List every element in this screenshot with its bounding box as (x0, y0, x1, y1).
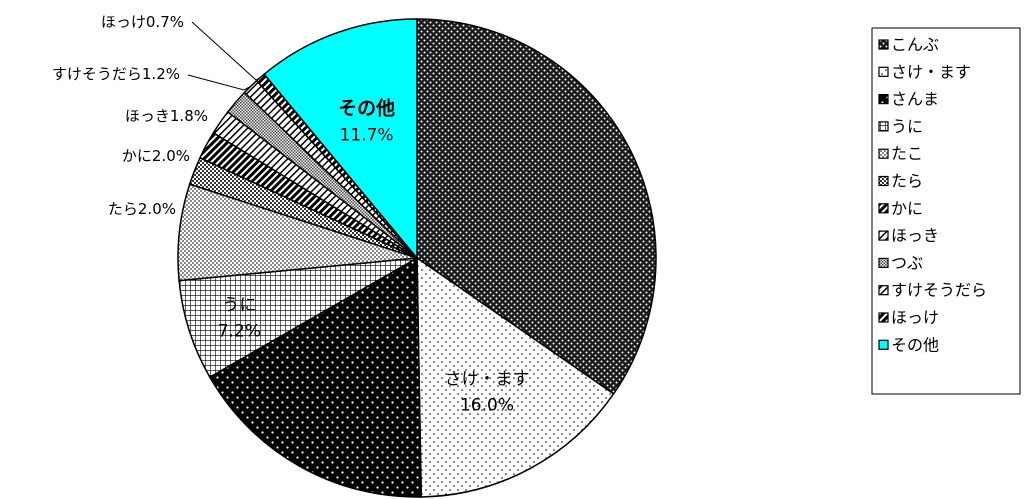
legend-swatch-うに (878, 121, 889, 132)
leader-lines (187, 21, 261, 91)
legend-swatch-つぶ (878, 257, 889, 268)
legend-label-その他: その他 (891, 335, 939, 354)
slice-label-かに: かに2.0% (122, 147, 190, 165)
slice-label-たら: たら2.0% (108, 200, 176, 218)
legend-swatch-その他 (878, 339, 889, 350)
legend-swatch-すけそうだら (878, 285, 889, 296)
pie-slice-こんぶ (416, 18, 657, 395)
legend-swatch-たら (878, 175, 889, 187)
legend-label-こんぶ: こんぶ (891, 35, 939, 54)
leader-line-すけそうだら (187, 74, 251, 91)
pie-slice-さんま (208, 256, 423, 498)
legend-label-うに: うに (891, 117, 923, 136)
legend-swatch-ほっけ (878, 312, 889, 323)
legend-swatch-ほっき (878, 230, 889, 241)
legend-label-さんま: さんま (891, 90, 939, 109)
legend-swatch-こんぶ (878, 39, 889, 50)
slice-label-その他: その他 (338, 97, 395, 120)
pie-slice-さけ・ます (416, 256, 615, 498)
slice-pct-さけ・ます: 16.0% (460, 396, 514, 416)
slice-pct-その他: 11.7% (340, 126, 394, 146)
legend-label-ほっき: ほっき (891, 226, 939, 245)
legend-label-すけそうだら: すけそうだら (891, 281, 987, 300)
legend-label-さけ・ます: さけ・ます (891, 62, 971, 81)
slice-label-うに: うに (222, 296, 256, 316)
slice-labels: さけ・ます 16.0% うに 7.2% たら2.0% かに2.0% ほっき1.8% すけそうだ… (52, 13, 530, 416)
legend-box (871, 27, 1021, 395)
legend-swatch-たこ (878, 148, 889, 159)
leader-line-ほっけ (191, 21, 261, 81)
legend-label-たこ: たこ (891, 144, 923, 163)
legend-swatch-さんま (878, 93, 889, 105)
slice-label-すけそうだら: すけそうだら1.2% (52, 65, 180, 83)
legend-label-かに: かに (891, 199, 923, 218)
pie-slice-その他 (263, 18, 418, 261)
slice-label-ほっけ: ほっけ0.7% (101, 13, 184, 31)
legend-swatch-かに (878, 203, 889, 214)
slice-label-ほっき: ほっき1.8% (125, 107, 208, 125)
slice-label-さけ・ます: さけ・ます (445, 370, 530, 390)
legend-swatch-さけ・ます (878, 66, 889, 77)
pie-slices (177, 18, 657, 498)
slice-pct-うに: 7.2% (218, 322, 261, 342)
legend-label-つぶ: つぶ (891, 253, 923, 272)
legend-label-たら: たら (891, 172, 923, 191)
legend-label-ほっけ: ほっけ (891, 308, 939, 327)
